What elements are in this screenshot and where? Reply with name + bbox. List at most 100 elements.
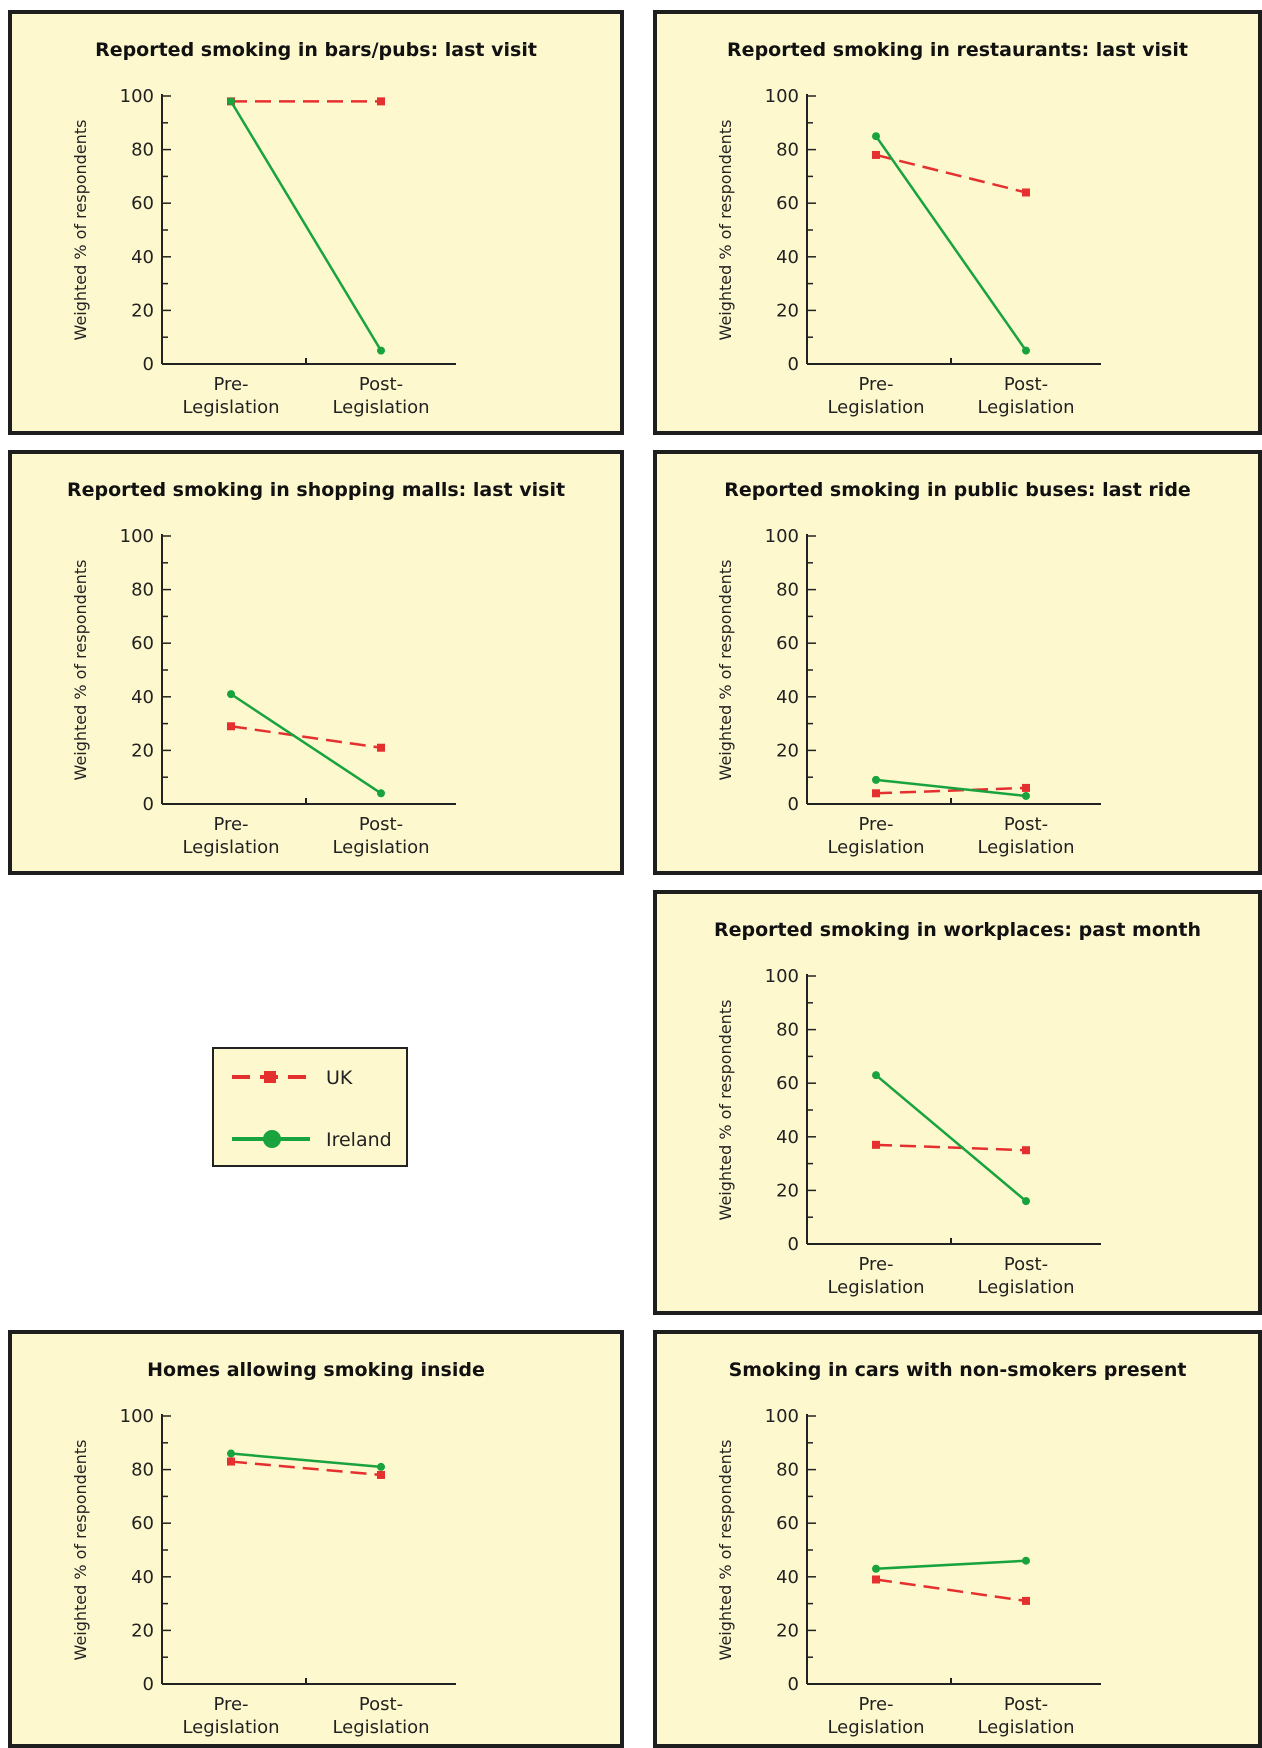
y-tick-label: 20 xyxy=(131,1620,154,1641)
ireland-data-point xyxy=(872,1564,880,1573)
chart-svg: Reported smoking in restaurants: last vi… xyxy=(716,39,1188,418)
uk-data-point xyxy=(377,743,385,752)
uk-data-point xyxy=(872,1575,880,1584)
y-tick-label: 20 xyxy=(776,1180,799,1201)
ireland-data-point xyxy=(872,1071,880,1080)
x-category-label: Pre-Legislation xyxy=(827,374,924,418)
y-tick-label: 0 xyxy=(788,354,799,375)
ireland-data-point xyxy=(227,690,235,699)
chart-title: Reported smoking in shopping malls: last… xyxy=(67,479,565,501)
chart-svg: Reported smoking in bars/pubs: last visi… xyxy=(71,39,537,418)
chart-svg: Homes allowing smoking inside Weighted % … xyxy=(71,1359,485,1738)
chart-title: Reported smoking in restaurants: last vi… xyxy=(727,39,1188,61)
uk-series-line xyxy=(875,153,1027,194)
uk-data-point xyxy=(227,1457,235,1466)
uk-series-line xyxy=(230,725,382,749)
y-axis-label: Weighted % of respondents xyxy=(716,120,735,341)
y-tick-label: 60 xyxy=(776,193,799,214)
y-tick-label: 100 xyxy=(765,1406,799,1427)
x-category-label: Pre-Legislation xyxy=(182,374,279,418)
y-axis-label: Weighted % of respondents xyxy=(716,1000,735,1221)
y-tick-label: 0 xyxy=(788,1234,799,1255)
x-category-label: Post-Legislation xyxy=(332,374,429,418)
ireland-data-point xyxy=(377,346,385,355)
y-tick-label: 20 xyxy=(131,740,154,761)
y-tick-label: 0 xyxy=(143,1674,154,1695)
y-tick-label: 0 xyxy=(788,1674,799,1695)
x-category-label: Pre-Legislation xyxy=(827,1254,924,1298)
y-tick-label: 20 xyxy=(776,300,799,321)
y-tick-label: 0 xyxy=(788,794,799,815)
x-category-label: Pre-Legislation xyxy=(182,1694,279,1738)
y-tick-label: 40 xyxy=(776,247,799,268)
y-tick-label: 20 xyxy=(776,1620,799,1641)
y-axis-label: Weighted % of respondents xyxy=(716,560,735,781)
ireland-data-point xyxy=(1022,791,1030,800)
ireland-series-line xyxy=(874,135,1028,352)
chart-title: Smoking in cars with non-smokers present xyxy=(729,1359,1187,1381)
ireland-data-point xyxy=(377,789,385,798)
chart-panel-2: Reported smoking in restaurants: last vi… xyxy=(653,10,1262,435)
y-tick-label: 40 xyxy=(776,1127,799,1148)
chart-svg: Reported smoking in shopping malls: last… xyxy=(67,479,565,858)
x-category-label: Post-Legislation xyxy=(977,814,1074,858)
legend-uk-square-marker-icon xyxy=(264,1071,276,1083)
x-category-label: Post-Legislation xyxy=(977,1254,1074,1298)
ireland-series-line xyxy=(229,100,383,352)
ireland-series-line xyxy=(875,1559,1027,1571)
y-tick-label: 60 xyxy=(131,1513,154,1534)
y-tick-label: 40 xyxy=(131,247,154,268)
y-tick-label: 100 xyxy=(765,526,799,547)
chart-panel-4: Reported smoking in public buses: last r… xyxy=(653,450,1262,875)
y-tick-label: 20 xyxy=(776,740,799,761)
chart-panel-7: Smoking in cars with non-smokers present… xyxy=(653,1330,1262,1748)
y-tick-label: 100 xyxy=(120,1406,154,1427)
ireland-data-point xyxy=(872,132,880,141)
ireland-series-line xyxy=(230,693,382,795)
y-tick-label: 20 xyxy=(131,300,154,321)
uk-data-point xyxy=(377,1470,385,1479)
ireland-data-point xyxy=(1022,346,1030,355)
uk-data-point xyxy=(872,1140,880,1149)
y-tick-label: 40 xyxy=(131,687,154,708)
uk-series-line xyxy=(875,1143,1027,1152)
chart-svg: Reported smoking in workplaces: past mon… xyxy=(714,919,1201,1298)
legend-ireland-entry: Ireland xyxy=(232,1129,392,1151)
uk-data-point xyxy=(1022,1146,1030,1155)
y-tick-label: 80 xyxy=(776,580,799,601)
chart-title: Reported smoking in public buses: last r… xyxy=(724,479,1191,501)
y-axis-label: Weighted % of respondents xyxy=(71,560,90,781)
y-tick-label: 80 xyxy=(776,1020,799,1041)
x-category-label: Post-Legislation xyxy=(977,1694,1074,1738)
legend-ireland-label: Ireland xyxy=(326,1129,392,1151)
y-axis-label: Weighted % of respondents xyxy=(716,1440,735,1661)
ireland-data-point xyxy=(1022,1197,1030,1206)
y-tick-label: 60 xyxy=(131,193,154,214)
y-tick-label: 60 xyxy=(131,633,154,654)
uk-data-point xyxy=(1022,188,1030,197)
uk-data-point xyxy=(1022,1596,1030,1605)
uk-data-point xyxy=(872,789,880,798)
uk-data-point xyxy=(1022,783,1030,792)
y-tick-label: 100 xyxy=(120,526,154,547)
legend-ireland-dot-marker-icon xyxy=(263,1130,281,1148)
y-tick-label: 40 xyxy=(131,1567,154,1588)
y-tick-label: 40 xyxy=(776,1567,799,1588)
x-category-label: Pre-Legislation xyxy=(827,814,924,858)
y-tick-label: 80 xyxy=(131,140,154,161)
x-category-label: Pre-Legislation xyxy=(827,1694,924,1738)
y-tick-label: 100 xyxy=(765,86,799,107)
y-tick-label: 0 xyxy=(143,354,154,375)
uk-data-point xyxy=(872,150,880,159)
y-tick-label: 80 xyxy=(776,140,799,161)
ireland-data-point xyxy=(872,775,880,784)
y-tick-label: 80 xyxy=(131,1460,154,1481)
chart-svg: Smoking in cars with non-smokers present… xyxy=(716,1359,1187,1738)
ireland-data-point xyxy=(1022,1556,1030,1565)
ireland-series-line xyxy=(875,1074,1027,1203)
y-tick-label: 80 xyxy=(776,1460,799,1481)
x-category-label: Post-Legislation xyxy=(332,814,429,858)
y-tick-label: 60 xyxy=(776,1513,799,1534)
uk-series-line xyxy=(230,1460,382,1477)
ireland-data-point xyxy=(377,1462,385,1471)
